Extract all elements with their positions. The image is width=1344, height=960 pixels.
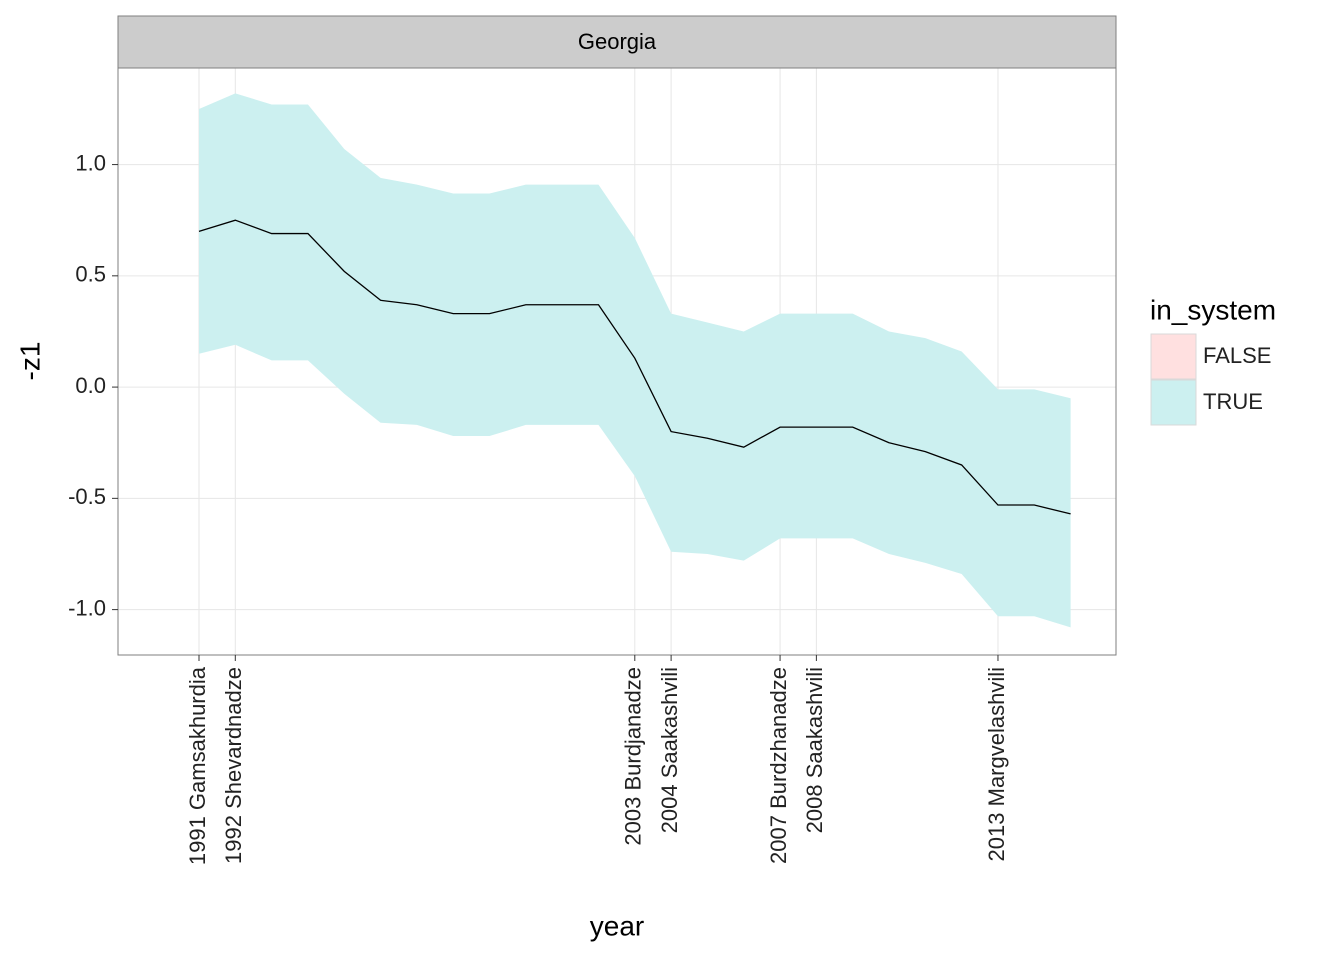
y-axis-title: -z1: [14, 342, 45, 381]
y-tick-label: 0.5: [75, 262, 106, 287]
data-line: [198, 219, 1071, 515]
marks: [198, 93, 1071, 628]
legend-label: FALSE: [1203, 343, 1271, 368]
legend-label: TRUE: [1203, 389, 1263, 414]
x-tick-label: 2008 Saakashvili: [802, 667, 827, 833]
legend: in_system FALSE TRUE: [1150, 294, 1276, 426]
x-tick-label: 2004 Saakashvili: [657, 667, 682, 833]
confidence-ribbon: [198, 93, 1071, 628]
y-tick-label: 0.0: [75, 373, 106, 398]
legend-key: [1150, 379, 1197, 426]
facet-strip: [117, 15, 1117, 69]
x-tick-label: 2003 Burdjanadze: [621, 667, 646, 846]
legend-title: in_system: [1150, 294, 1276, 325]
y-tick-label: -0.5: [68, 484, 106, 509]
y-tick-label: 1.0: [75, 150, 106, 175]
x-tick-label: 1991 Gamsakhurdia: [185, 666, 210, 865]
axes: -1.0 -0.5 0.0 0.5 1.0 1991 Gamsakhurdia 1992 S…: [68, 150, 1009, 865]
legend-key: [1150, 333, 1197, 380]
x-axis-title: year: [590, 910, 644, 941]
x-tick-label: 2007 Burdzhanadze: [766, 667, 791, 864]
x-tick-label: 1992 Shevardnadze: [221, 667, 246, 864]
x-tick-label: 2013 Margvelashvili: [984, 667, 1009, 861]
panel-border: [117, 67, 1117, 656]
facet-title: Georgia: [578, 29, 657, 54]
y-tick-label: -1.0: [68, 595, 106, 620]
